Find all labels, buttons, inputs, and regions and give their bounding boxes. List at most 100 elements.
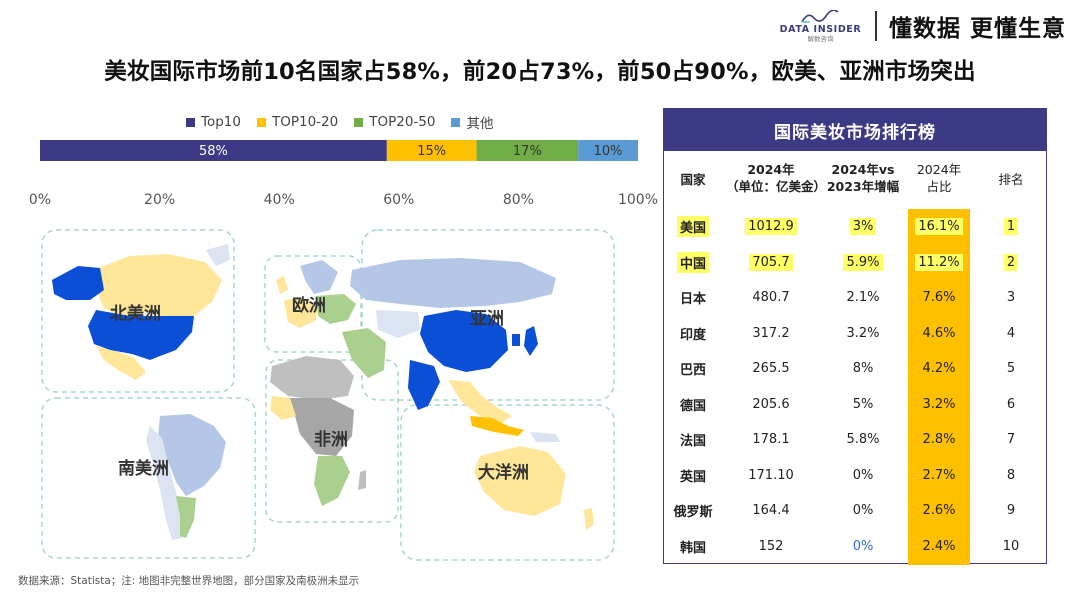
growth-cell-text: 0% [852, 503, 874, 518]
legend-label: TOP10-20 [271, 114, 339, 130]
rank-cell-text: 7 [1006, 432, 1016, 447]
ranking-table: 国际美妆市场排行榜 国家 2024年 （单位：亿美金） 2024年vs 2023… [663, 108, 1048, 565]
uk-shape [276, 276, 288, 294]
table-row: 德国 205.6 5% 3.2% 6 [664, 387, 1048, 422]
brand-name-cn: 解数咨询 [807, 34, 834, 43]
share-cell-text: 4.6% [922, 325, 956, 341]
source-footnote: 数据来源：Statista；注: 地图非完整世界地图，部分国家及南极洲未显示 [18, 575, 360, 587]
table-row: 英国 171.10 0% 2.7% 8 [664, 458, 1048, 493]
central-africa-shape [290, 398, 354, 456]
usa-shape [88, 310, 194, 360]
value-cell-text: 164.4 [752, 503, 790, 518]
country-cell: 韩国 [670, 529, 716, 564]
north-america-shapes [52, 244, 230, 380]
value-cell-text: 171.10 [748, 467, 794, 483]
growth-cell: 8% [822, 351, 904, 386]
value-cell-text: 480.7 [752, 290, 790, 305]
value-cell-text: 705.7 [749, 253, 793, 271]
label-north-america: 北美洲 [110, 303, 161, 324]
label-oceania: 大洋洲 [478, 462, 529, 483]
stacked-bar-chart: 58% 15% 17% 10% 0% 20% 40% 60% 80% 100% [29, 140, 658, 208]
rank-cell: 6 [982, 387, 1040, 422]
europe-shapes [276, 260, 356, 328]
logo-wave-icon [801, 9, 839, 23]
share-cell-text: 2.6% [922, 503, 956, 518]
country-cell-text: 日本 [679, 292, 706, 307]
share-cell-text: 11.2% [915, 253, 963, 271]
rank-cell: 9 [982, 493, 1040, 528]
bar-data-label-2: 17% [513, 144, 542, 159]
india-shape [408, 360, 440, 410]
country-cell-text: 韩国 [679, 540, 706, 556]
share-cell: 4.6% [908, 316, 970, 351]
x-tick-label-5: 100% [618, 192, 658, 208]
middle-east-shape [342, 328, 386, 378]
legend-item-top10-20: TOP10-20 [256, 112, 339, 132]
argentina-shape [176, 496, 196, 538]
growth-cell: 2.1% [822, 280, 904, 315]
col-header-country: 国家 [680, 172, 706, 187]
growth-cell-text: 0% [852, 467, 874, 483]
alaska-shape [52, 266, 104, 300]
x-tick-label-0: 0% [29, 192, 51, 208]
col-header-rank: 排名 [998, 172, 1024, 187]
col-header-growth-line2: 2023年增幅 [826, 179, 900, 194]
southeast-asia-shape [448, 380, 512, 424]
value-cell: 171.10 [738, 458, 804, 493]
legend-item-top20-50: TOP20-50 [354, 112, 435, 132]
asia-shapes [342, 258, 556, 436]
rank-cell: 3 [982, 280, 1040, 315]
growth-cell: 5.8% [822, 422, 904, 457]
rank-cell-text: 1 [1003, 218, 1019, 235]
korea-shape [512, 334, 520, 346]
country-cell: 法国 [670, 422, 716, 457]
country-cell-text: 印度 [679, 327, 706, 343]
bar-segment-3 [578, 140, 638, 161]
west-africa-shape [270, 396, 296, 420]
country-cell-text: 俄罗斯 [673, 505, 713, 520]
rank-cell: 2 [982, 245, 1040, 280]
share-cell: 3.2% [908, 387, 970, 422]
growth-cell: 0% [822, 493, 904, 528]
rank-cell-text: 4 [1006, 325, 1016, 341]
value-cell: 152 [738, 529, 804, 564]
western-europe-shape [284, 298, 318, 328]
mexico-shape [96, 346, 146, 380]
value-cell-text: 265.5 [752, 361, 790, 376]
share-cell: 7.6% [908, 280, 970, 315]
value-cell: 317.2 [738, 316, 804, 351]
growth-cell-text: 5.9% [843, 253, 883, 271]
brazil-shape [158, 414, 226, 496]
share-cell-text: 2.7% [922, 467, 956, 483]
growth-cell-text: 3.2% [846, 325, 880, 341]
country-cell: 美国 [670, 209, 716, 244]
country-cell: 俄罗斯 [670, 493, 716, 528]
country-cell-text: 德国 [679, 398, 706, 414]
table-row: 印度 317.2 3.2% 4.6% 4 [664, 316, 1048, 351]
growth-cell: 3% [822, 209, 904, 244]
legend-swatch [186, 117, 195, 127]
label-africa: 非洲 [314, 429, 348, 450]
russia-shape [350, 258, 556, 308]
table-title: 国际美妆市场排行榜 [664, 109, 1046, 151]
legend-swatch [256, 117, 266, 127]
frame-south-america [41, 397, 256, 559]
col-header-share-line2: 占比 [926, 179, 952, 194]
country-cell: 中国 [670, 245, 716, 280]
col-header-share: 2024年 占比 [908, 161, 970, 195]
growth-cell: 5.9% [822, 245, 904, 280]
frame-asia [361, 229, 615, 401]
col-header-value-line2: （单位：亿美金） [726, 179, 827, 194]
legend-swatch [354, 117, 364, 127]
bar-segment-0 [40, 140, 387, 161]
indonesia-shape [470, 416, 524, 436]
value-cell: 705.7 [738, 245, 804, 280]
bar-data-label-0: 58% [199, 144, 228, 159]
value-cell: 164.4 [738, 493, 804, 528]
country-cell-text: 中国 [676, 251, 709, 273]
oceania-shapes [474, 432, 594, 530]
china-shape [420, 310, 508, 372]
label-south-america: 南美洲 [118, 458, 169, 479]
japan-shape [524, 326, 538, 356]
rank-cell-text: 5 [1006, 361, 1016, 376]
